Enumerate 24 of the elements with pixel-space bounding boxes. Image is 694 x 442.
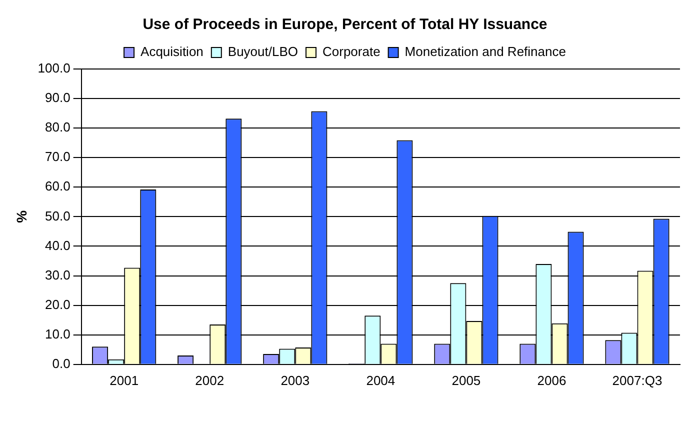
- legend-label: Corporate: [322, 44, 380, 60]
- y-tick-label: 90.0: [45, 90, 70, 106]
- y-tick-label: 30.0: [45, 267, 70, 282]
- y-tick-label: 20.0: [45, 296, 70, 312]
- x-tick-label: 2002: [195, 372, 224, 388]
- x-tick-label: 2007:Q3: [612, 372, 662, 388]
- y-tick-label: 40.0: [45, 238, 70, 253]
- y-tick-label: 10.0: [45, 326, 70, 342]
- x-tick-label: 2001: [110, 372, 139, 388]
- y-tick-label: 100.0: [38, 60, 70, 76]
- y-tick-label: 80.0: [45, 120, 70, 135]
- x-tick-label: 2004: [366, 372, 396, 388]
- legend-label: Monetization and Refinance: [404, 44, 566, 60]
- x-tick-label: 2005: [452, 372, 481, 388]
- y-tick-label: 0.0: [52, 356, 70, 371]
- y-tick-label: 60.0: [45, 178, 70, 194]
- chart-title: Use of Proceeds in Europe, Percent of Total HY Issuance: [142, 16, 548, 34]
- y-axis-title: %: [13, 210, 30, 223]
- legend-label: Acquisition: [140, 44, 204, 60]
- y-tick-label: 70.0: [45, 149, 70, 164]
- x-tick-label: 2003: [280, 372, 310, 388]
- legend-label: Buyout/LBO: [228, 44, 298, 60]
- y-tick-label: 50.0: [45, 208, 70, 224]
- x-tick-label: 2006: [537, 372, 566, 388]
